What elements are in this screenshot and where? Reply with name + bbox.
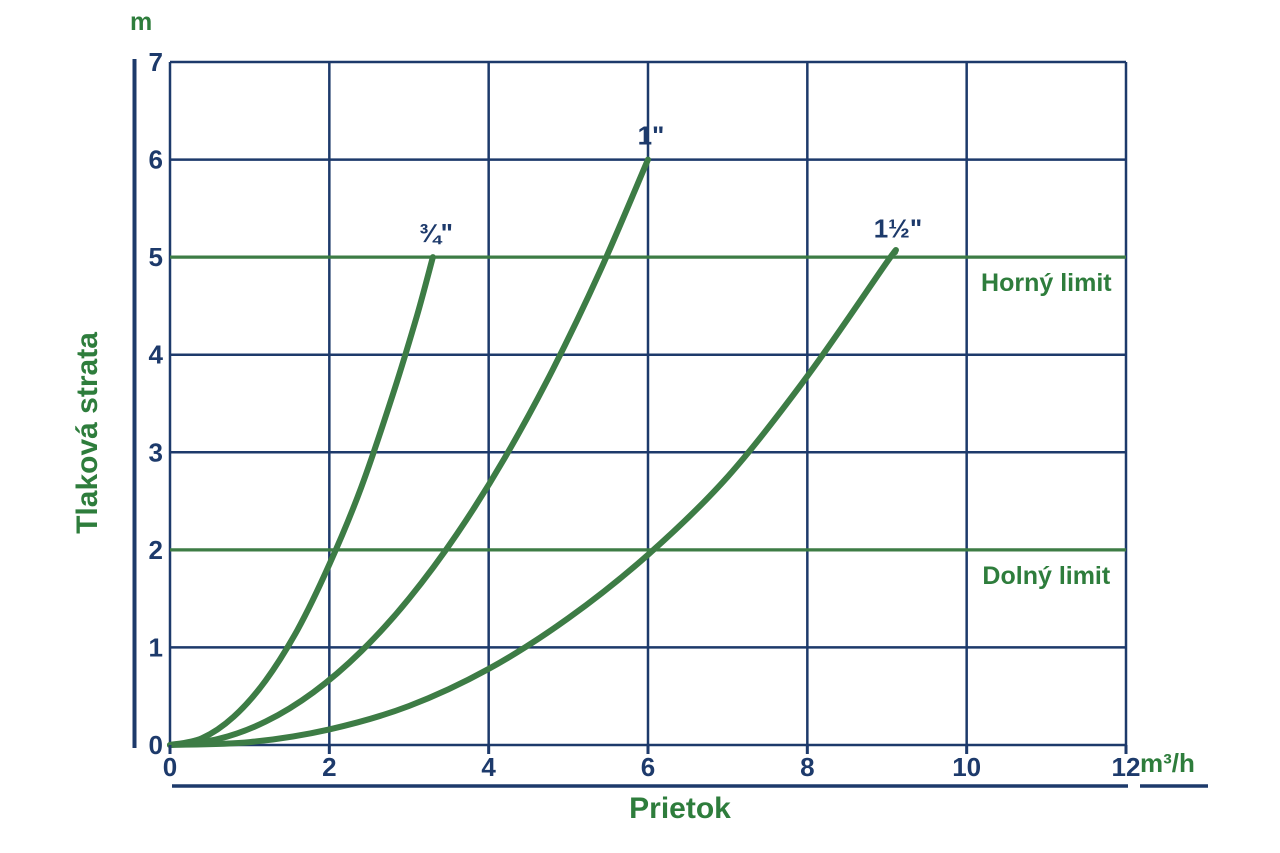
y-tick-label: 0 [149, 730, 163, 760]
curve-1½ [167, 247, 899, 748]
y-tick-label: 6 [149, 145, 163, 175]
y-tick-label: 5 [149, 242, 163, 272]
curve-¾ [167, 254, 436, 748]
x-tick-label: 4 [481, 752, 496, 782]
y-tick-label: 3 [149, 437, 163, 467]
y-tick-label: 2 [149, 535, 163, 565]
y-axis-title: Tlaková strata [71, 332, 104, 534]
limit-line-label: Dolný limit [982, 562, 1110, 590]
x-axis-unit-label: m³/h [1140, 748, 1195, 778]
limit-line-label: Horný limit [981, 269, 1112, 297]
curve-size-label: 1½" [874, 213, 922, 243]
y-tick-label: 1 [149, 632, 163, 662]
y-tick-label: 7 [149, 47, 163, 77]
y-axis-unit-label: m [130, 8, 153, 36]
curve-1 [167, 156, 651, 748]
curve-size-label: ¾" [419, 218, 453, 248]
x-tick-label: 0 [163, 752, 177, 782]
x-tick-label: 6 [641, 752, 655, 782]
x-tick-label: 2 [322, 752, 336, 782]
x-tick-label: 8 [800, 752, 814, 782]
x-axis-title: Prietok [629, 792, 731, 825]
x-tick-label: 10 [952, 752, 981, 782]
x-tick-label: 12 [1112, 752, 1141, 782]
curve-size-label: 1" [638, 121, 665, 151]
y-tick-label: 4 [149, 340, 164, 370]
